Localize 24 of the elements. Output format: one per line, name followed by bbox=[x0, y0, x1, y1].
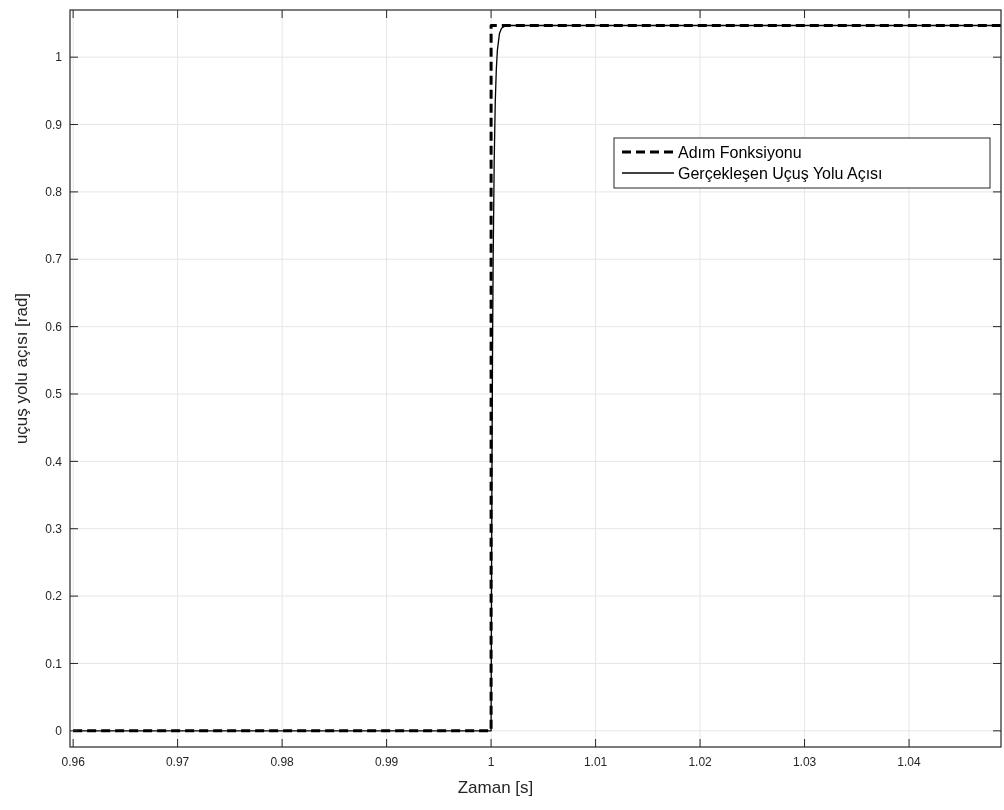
legend-label: Adım Fonksiyonu bbox=[678, 143, 802, 161]
y-tick-label: 0.3 bbox=[45, 521, 63, 536]
x-tick-label: 1.01 bbox=[583, 755, 608, 769]
y-tick-label: 0.6 bbox=[45, 319, 63, 334]
y-tick-label: 0.4 bbox=[45, 454, 63, 469]
x-tick-label: 1.04 bbox=[897, 755, 922, 769]
x-axis-title: Zaman [s] bbox=[457, 778, 534, 797]
y-tick-label: 0.7 bbox=[45, 252, 63, 267]
x-tick-label: 0.98 bbox=[270, 755, 295, 769]
x-tick-label: 1.03 bbox=[792, 755, 817, 769]
y-tick-label: 0.8 bbox=[45, 185, 63, 200]
y-tick-label: 0 bbox=[55, 724, 63, 739]
y-tick-label: 0.9 bbox=[45, 117, 63, 132]
x-tick-label: 0.97 bbox=[165, 755, 190, 769]
x-tick-label: 0.99 bbox=[374, 755, 399, 769]
x-tick-label: 1.02 bbox=[688, 755, 713, 769]
y-tick-label: 0.2 bbox=[45, 589, 63, 604]
y-tick-label: 1 bbox=[55, 50, 63, 65]
x-tick-label: 1 bbox=[487, 755, 495, 769]
legend-label: Gerçekleşen Uçuş Yolu Açısı bbox=[678, 164, 883, 182]
y-tick-label: 0.5 bbox=[45, 387, 63, 402]
y-axis-title: uçuş yolu açısı [rad] bbox=[12, 292, 31, 445]
x-tick-label: 0.96 bbox=[61, 755, 86, 769]
y-tick-label: 0.1 bbox=[45, 656, 63, 671]
